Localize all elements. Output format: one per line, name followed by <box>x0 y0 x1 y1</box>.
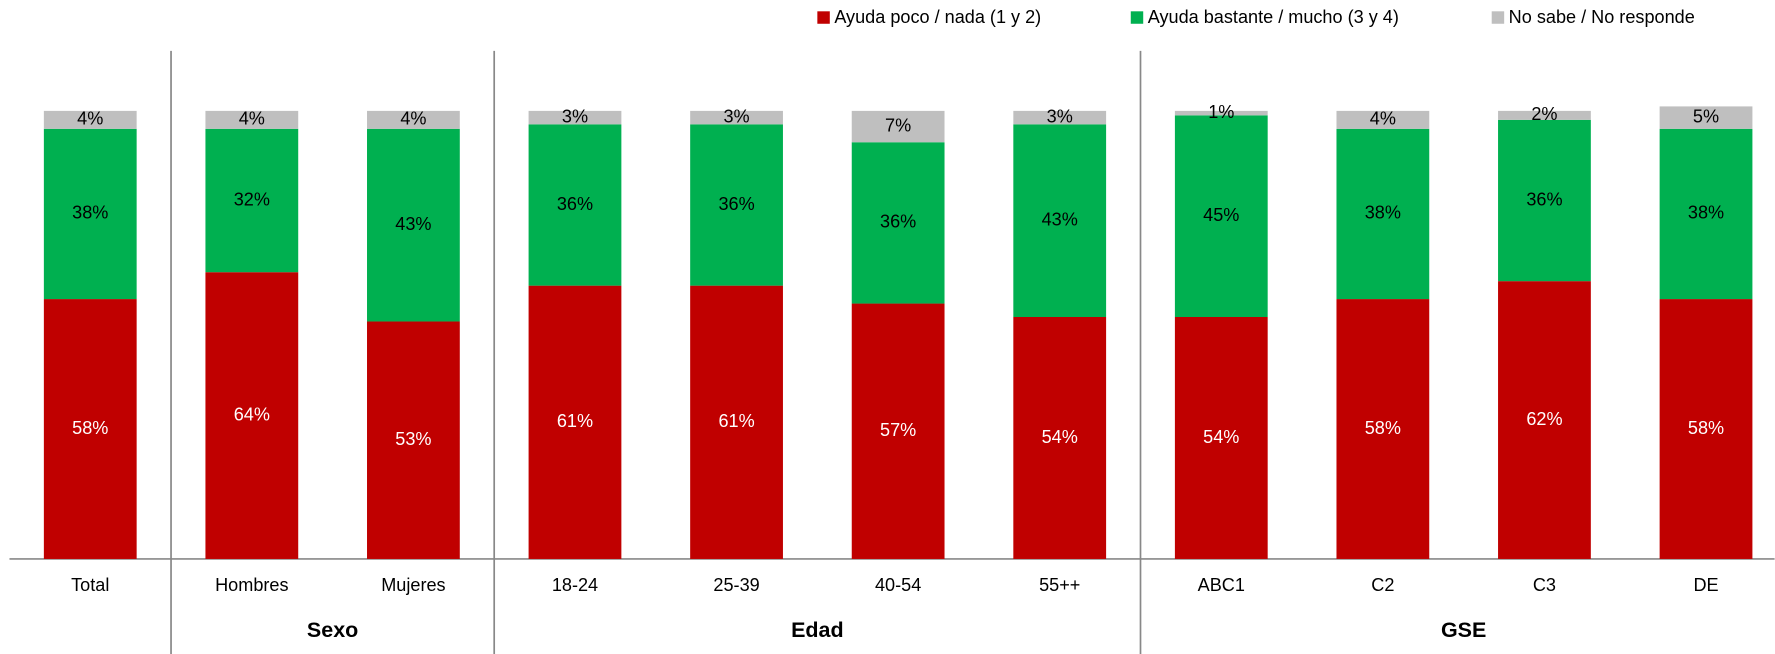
bar-segment <box>851 110 945 143</box>
x-tick-label: Mujeres <box>381 575 445 595</box>
bar-segment <box>367 110 460 129</box>
legend-swatch <box>1130 11 1144 24</box>
x-tick-label: 25-39 <box>713 575 759 595</box>
bar-segment <box>1174 316 1268 559</box>
data-label: 61% <box>718 411 754 431</box>
bar-segment <box>1336 110 1430 129</box>
data-label: 32% <box>234 189 270 209</box>
bar-segment <box>690 124 783 286</box>
group-label: Sexo <box>307 618 358 642</box>
data-label: 4% <box>400 109 426 129</box>
x-tick-label: Total <box>71 575 109 595</box>
group-label: Edad <box>791 618 844 642</box>
x-tick-label: ABC1 <box>1198 575 1245 595</box>
data-label: 54% <box>1042 427 1078 447</box>
bar-segment <box>1498 281 1591 559</box>
data-label: 36% <box>557 194 593 214</box>
data-label: 43% <box>1042 209 1078 229</box>
bar-segment <box>205 110 299 129</box>
bar-segment <box>1013 316 1107 559</box>
data-label: 38% <box>1688 203 1724 223</box>
legend-swatch <box>817 11 830 24</box>
data-label: 4% <box>239 109 265 129</box>
bar-segment <box>205 272 299 559</box>
data-label: 5% <box>1693 106 1719 126</box>
x-tick-label: DE <box>1693 575 1718 595</box>
x-tick-label: 40-54 <box>875 575 921 595</box>
data-label: 62% <box>1526 409 1562 429</box>
legend-swatch <box>1491 11 1505 24</box>
bar-segment <box>43 299 137 559</box>
bar-segment <box>367 321 460 559</box>
bar-segment <box>1498 119 1591 282</box>
data-label: 36% <box>880 212 916 232</box>
bar-segment <box>851 142 945 304</box>
data-label: 3% <box>1047 106 1073 126</box>
bar-segment <box>1013 124 1107 317</box>
bar-segment <box>1659 299 1753 559</box>
bar-segment <box>43 110 137 129</box>
legend-label: Ayuda poco / nada (1 y 2) <box>834 7 1041 27</box>
data-label: 54% <box>1203 427 1239 447</box>
bar-segment <box>1498 110 1591 120</box>
bar-segment <box>851 303 945 559</box>
x-tick-label: C3 <box>1533 575 1556 595</box>
data-label: 36% <box>1526 189 1562 209</box>
data-label: 2% <box>1531 104 1557 124</box>
x-tick-label: 18-24 <box>552 575 598 595</box>
bar-segment <box>528 124 622 286</box>
bar-segment <box>367 128 460 322</box>
data-label: 38% <box>72 203 108 223</box>
legend-label: No sabe / No responde <box>1509 7 1695 27</box>
data-label: 58% <box>1365 418 1401 438</box>
data-label: 36% <box>718 194 754 214</box>
data-label: 4% <box>77 109 103 129</box>
bar-segment <box>1336 128 1430 300</box>
bar-segment <box>528 285 622 559</box>
bar-segment <box>1174 110 1268 116</box>
data-label: 3% <box>562 106 588 126</box>
data-label: 38% <box>1365 203 1401 223</box>
data-label: 64% <box>234 404 270 424</box>
group-label: GSE <box>1441 618 1486 642</box>
bar-segment <box>1659 106 1753 129</box>
bar-segment <box>1336 299 1430 559</box>
legend-label: Ayuda bastante / mucho (3 y 4) <box>1148 7 1399 27</box>
data-label: 61% <box>557 411 593 431</box>
bar-segment <box>528 110 622 125</box>
x-tick-label: Hombres <box>215 575 288 595</box>
data-label: 53% <box>395 429 431 449</box>
data-label: 57% <box>880 420 916 440</box>
data-label: 3% <box>723 106 749 126</box>
bar-segment <box>1013 110 1107 125</box>
data-label: 45% <box>1203 205 1239 225</box>
data-label: 7% <box>885 115 911 135</box>
bar-segment <box>205 128 299 273</box>
x-tick-label: C2 <box>1371 575 1394 595</box>
bar-segment <box>1174 115 1268 317</box>
data-label: 4% <box>1370 109 1396 129</box>
data-label: 1% <box>1208 102 1234 122</box>
bar-segment <box>43 128 137 300</box>
data-label: 58% <box>1688 418 1724 438</box>
bar-segment <box>1659 128 1753 300</box>
data-label: 58% <box>72 418 108 438</box>
bar-segment <box>690 110 783 125</box>
x-tick-label: 55++ <box>1039 575 1080 595</box>
bar-segment <box>690 285 783 559</box>
data-label: 43% <box>395 214 431 234</box>
